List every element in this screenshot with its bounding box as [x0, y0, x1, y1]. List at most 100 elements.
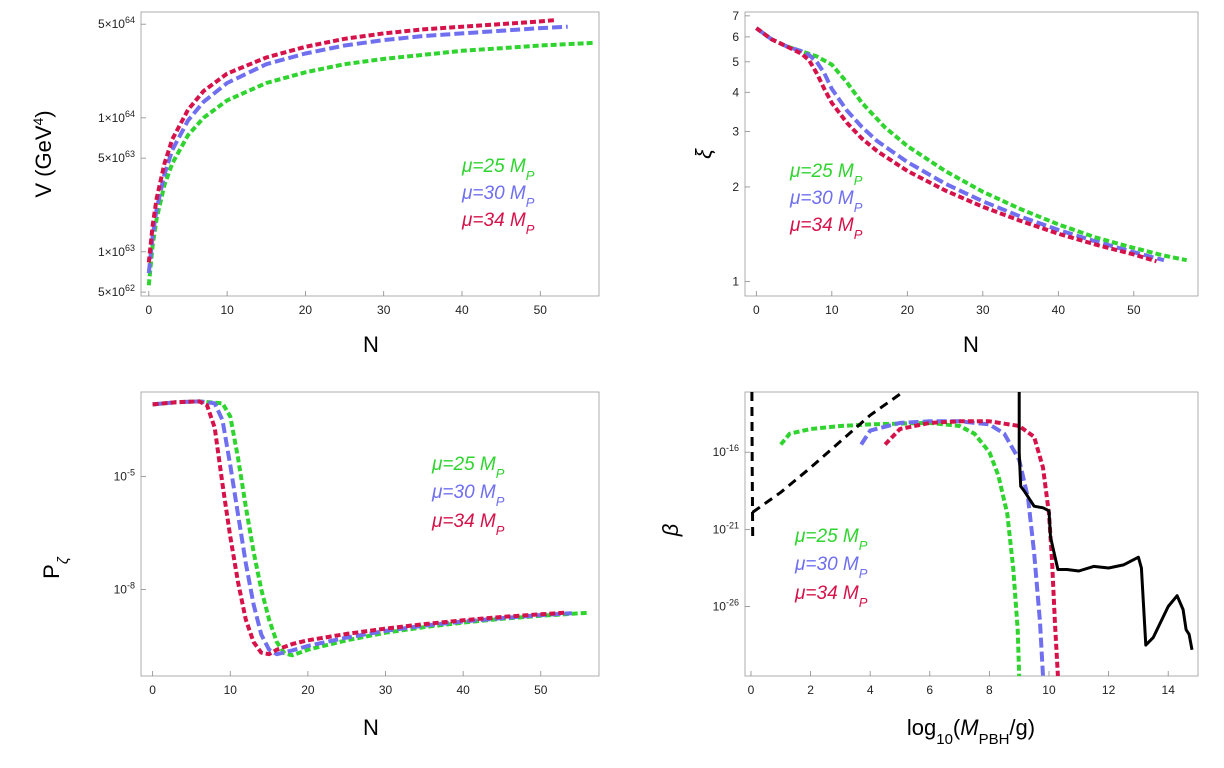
y-tick-label: 1×1064 [98, 109, 135, 125]
series-line-blue [755, 26, 1165, 263]
y-tick-group: 5×1062 1×1063 5×1063 1×1064 5×1064 [98, 15, 146, 299]
x-tick-label: 4 [867, 683, 874, 697]
series-line-red [152, 399, 565, 657]
x-tick-label: 8 [986, 683, 993, 697]
legend-entry-mu30: μ=30 MP [794, 554, 868, 581]
x-tick-label: 2 [807, 683, 814, 697]
series-line-blue [859, 419, 1045, 677]
x-tick-label: 10 [224, 683, 238, 697]
x-tick-label: 6 [926, 683, 933, 697]
x-tick-group: 0 2 4 6 8 10 12 14 [748, 671, 1176, 697]
series-line-green [152, 399, 588, 658]
legend: μ=25 MP μ=30 MP μ=34 MP [431, 454, 505, 538]
y-tick-group: 10-5 10-8 [114, 468, 146, 596]
y-tick-label: 5×1062 [98, 283, 135, 299]
legend-entry-mu34: μ=34 MP [431, 511, 505, 538]
x-tick-label: 12 [1102, 683, 1116, 697]
y-tick-group: 1 2 3 4 5 6 7 [732, 9, 750, 289]
y-tick-label: 5×1064 [98, 15, 135, 31]
series-line-green [779, 420, 1022, 677]
y-tick-label: 7 [732, 9, 739, 23]
series-line-red [146, 18, 557, 263]
y-tick-label: 5×1063 [98, 149, 135, 165]
y-tick-label: 1×1063 [98, 243, 135, 259]
x-tick-label: 20 [301, 683, 315, 697]
legend-entry-mu30: μ=30 MP [789, 188, 863, 215]
x-tick-label: 50 [1127, 303, 1141, 317]
y-tick-label: 4 [732, 85, 739, 99]
x-tick-label: 30 [377, 303, 391, 317]
legend-entry-mu25: μ=25 MP [431, 454, 505, 481]
x-tick-label: 10 [1042, 683, 1056, 697]
series-line-constraint-4 [751, 390, 904, 514]
x-tick-label: 40 [456, 683, 470, 697]
x-tick-label: 0 [748, 683, 755, 697]
x-tick-label: 14 [1162, 683, 1176, 697]
series-line-constraint-5 [1017, 392, 1194, 651]
legend: μ=25 MP μ=30 MP μ=34 MP [461, 156, 535, 237]
x-tick-label: 50 [534, 303, 548, 317]
x-tick-label: 0 [753, 303, 760, 317]
y-tick-label: 5 [732, 55, 739, 69]
plot-frame [744, 391, 1199, 677]
series-line-blue [152, 399, 572, 657]
panel-beta: 0 2 4 6 8 10 12 14 10-16 10-21 10-26 log10(MPBH/g… [658, 390, 1199, 748]
plot-frame [744, 11, 1199, 297]
legend-entry-mu25: μ=25 MP [789, 161, 863, 188]
x-axis-label: N [363, 332, 379, 357]
x-tick-label: 0 [149, 683, 156, 697]
x-tick-label: 20 [901, 303, 915, 317]
x-tick-label: 10 [220, 303, 234, 317]
y-axis-label: V (GeV4) [30, 110, 56, 197]
plot-frame [140, 11, 600, 297]
y-tick-label: 2 [732, 180, 739, 194]
x-tick-label: 20 [299, 303, 313, 317]
legend-entry-mu34: μ=34 MP [794, 583, 868, 610]
panel-potential: 0 10 20 30 40 50 5×10621×10635×10631×10645×10… [30, 11, 600, 357]
series-line-constraint-3 [750, 391, 755, 538]
x-axis-label: log10(MPBH/g) [907, 715, 1035, 748]
x-tick-label: 40 [1052, 303, 1066, 317]
x-axis-label: N [963, 332, 979, 357]
x-tick-label: 10 [825, 303, 839, 317]
legend-entry-mu30: μ=30 MP [431, 482, 505, 509]
y-axis-label: β [658, 523, 683, 537]
panel-power-spectrum: 0 10 20 30 40 50 10-5 10-8 N Pζ μ=25 MP μ=30 M… [39, 391, 600, 740]
series-group [146, 18, 596, 286]
legend-entry-mu34: μ=34 MP [461, 210, 535, 237]
x-tick-label: 30 [976, 303, 990, 317]
legend-entry-mu25: μ=25 MP [794, 526, 868, 553]
x-tick-group: 0 10 20 30 40 50 [149, 671, 548, 697]
series-group [750, 390, 1194, 677]
y-axis-label: ξ [691, 148, 716, 159]
y-tick-group: 10-16 10-21 10-26 [713, 443, 750, 614]
y-tick-label: 10-5 [114, 468, 135, 484]
y-tick-label: 10-8 [114, 580, 135, 596]
y-tick-label: 10-21 [713, 520, 739, 536]
x-tick-label: 40 [455, 303, 469, 317]
legend: μ=25 MP μ=30 MP μ=34 MP [794, 526, 868, 610]
y-tick-label: 1 [732, 275, 739, 289]
series-group [755, 26, 1188, 264]
legend-entry-mu34: μ=34 MP [789, 215, 863, 242]
series-line-green [146, 40, 596, 286]
legend-entry-mu25: μ=25 MP [461, 156, 535, 183]
y-tick-label: 6 [732, 30, 739, 44]
x-tick-group: 0 10 20 30 40 50 [145, 291, 547, 317]
panel-xi: 0 10 20 30 40 50 1 2 3 4 5 6 7 N ξ μ=25 MP μ=30 MP … [691, 9, 1199, 357]
legend-entry-mu30: μ=30 MP [461, 183, 535, 210]
x-tick-group: 0 10 20 30 40 50 [753, 291, 1141, 317]
plot-frame [140, 391, 600, 677]
series-line-red [883, 419, 1060, 677]
y-tick-label: 10-16 [713, 443, 739, 459]
series-line-blue [146, 24, 568, 274]
y-tick-label: 3 [732, 125, 739, 139]
x-tick-label: 50 [534, 683, 548, 697]
x-tick-label: 30 [379, 683, 393, 697]
x-axis-label: N [363, 715, 379, 740]
x-tick-label: 0 [145, 303, 152, 317]
series-line-red [755, 26, 1158, 264]
y-axis-label: Pζ [39, 556, 72, 579]
series-group [152, 399, 588, 658]
